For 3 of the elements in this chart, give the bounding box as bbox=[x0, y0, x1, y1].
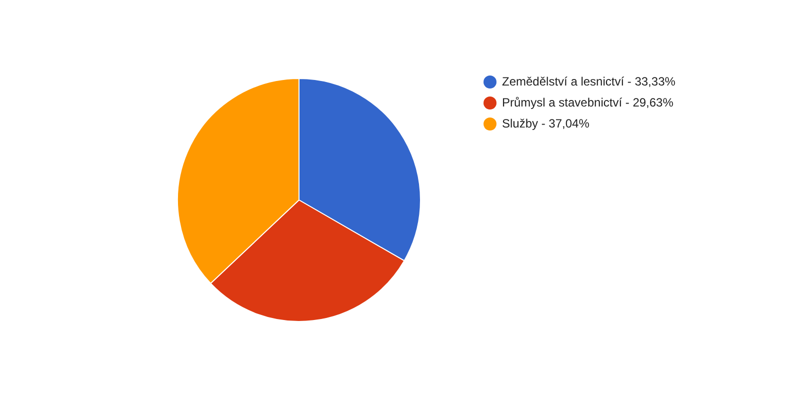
legend-label: Zemědělství a lesnictví - 33,33% bbox=[502, 74, 676, 88]
legend-label: Služby - 37,04% bbox=[502, 116, 590, 130]
legend-label: Průmysl a stavebnictví - 29,63% bbox=[502, 95, 674, 110]
